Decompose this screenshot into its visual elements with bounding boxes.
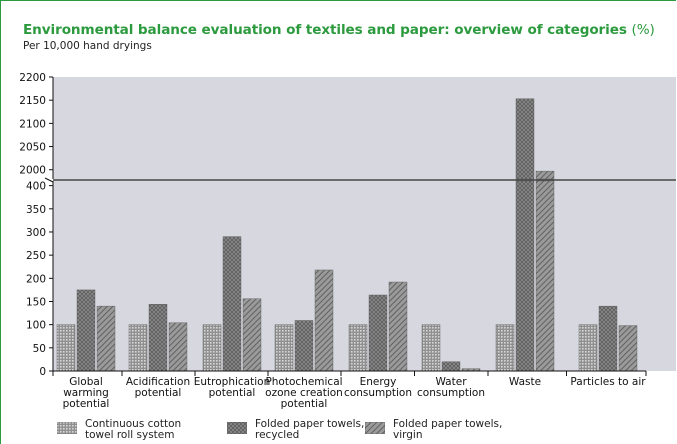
y-lower-tick-label: 300 (26, 227, 46, 239)
chart-legend: Continuous cotton towel roll system Fold… (57, 419, 527, 444)
y-upper-tick-label: 2150 (19, 95, 46, 107)
bar (389, 282, 407, 371)
legend-swatch-diagonal (365, 422, 385, 434)
bar (349, 325, 367, 371)
legend-label: Folded paper towels, recycled (255, 419, 375, 441)
plot-background-upper (53, 77, 676, 179)
legend-label: Continuous cotton towel roll system (85, 419, 205, 441)
bar (203, 325, 221, 371)
bar (536, 181, 554, 371)
legend-swatch-crosshatch (227, 422, 247, 434)
y-lower-tick-label: 50 (33, 343, 46, 355)
y-upper-tick-label: 2100 (19, 118, 46, 130)
legend-swatch-dots (57, 422, 77, 434)
bar (315, 270, 333, 371)
bar (496, 325, 514, 371)
y-lower-tick-label: 0 (39, 366, 46, 378)
x-category-label: Particles to air (570, 376, 646, 388)
y-upper-tick-label: 2050 (19, 142, 46, 154)
x-category-label: potential (63, 398, 110, 410)
bar (295, 320, 313, 371)
bar (422, 325, 440, 371)
bar (516, 99, 534, 179)
bar (97, 306, 115, 371)
y-upper-tick-label: 2200 (19, 72, 46, 84)
bar (169, 323, 187, 371)
x-category-label: consumption (344, 387, 412, 399)
y-lower-tick-label: 250 (26, 250, 46, 262)
bar (579, 325, 597, 371)
y-lower-tick-label: 350 (26, 204, 46, 216)
x-category-label: potential (209, 387, 256, 399)
legend-item-virgin: Folded paper towels, virgin (365, 419, 513, 441)
bar (442, 362, 460, 371)
bar (516, 181, 534, 371)
bar (149, 304, 167, 371)
bar (536, 171, 554, 179)
y-lower-tick-label: 400 (26, 181, 46, 193)
y-lower-tick-label: 100 (26, 320, 46, 332)
x-category-label: potential (135, 387, 182, 399)
bar (275, 325, 293, 371)
y-upper-tick-label: 2000 (19, 165, 46, 177)
legend-label: Folded paper towels, virgin (393, 419, 513, 441)
bar (619, 326, 637, 371)
x-category-label: potential (281, 398, 328, 410)
bar (369, 295, 387, 371)
legend-item-recycled: Folded paper towels, recycled (227, 419, 375, 441)
x-category-label: Waste (509, 376, 541, 388)
y-lower-tick-label: 200 (26, 273, 46, 285)
y-lower-tick-label: 150 (26, 296, 46, 308)
bar (129, 325, 147, 371)
bar (243, 299, 261, 371)
axis-break-mark (45, 178, 53, 182)
legend-item-cotton: Continuous cotton towel roll system (57, 419, 205, 441)
bar (77, 290, 95, 371)
bar (223, 237, 241, 371)
bar (57, 325, 75, 371)
x-category-label: consumption (417, 387, 485, 399)
bar (599, 306, 617, 371)
